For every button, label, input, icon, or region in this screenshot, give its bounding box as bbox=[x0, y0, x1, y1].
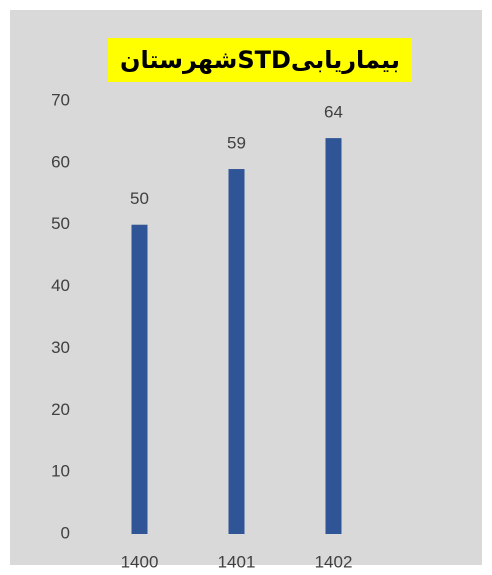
x-tick-label: 1402 bbox=[315, 552, 353, 571]
chart-title: بیماریابیSTDشهرستان bbox=[108, 38, 412, 82]
y-tick-label: 60 bbox=[51, 152, 70, 171]
y-tick-label: 20 bbox=[51, 400, 70, 419]
y-tick-label: 50 bbox=[51, 214, 70, 233]
data-label: 50 bbox=[130, 189, 149, 208]
x-tick-label: 1400 bbox=[121, 552, 159, 571]
bar bbox=[228, 169, 245, 535]
y-tick-label: 30 bbox=[51, 338, 70, 357]
bar bbox=[325, 138, 342, 534]
data-label: 59 bbox=[227, 134, 246, 153]
plot-background bbox=[10, 10, 482, 565]
bar bbox=[131, 224, 148, 534]
y-tick-label: 0 bbox=[61, 523, 70, 542]
y-tick-label: 10 bbox=[51, 462, 70, 481]
y-tick-label: 70 bbox=[51, 90, 70, 109]
x-tick-label: 1401 bbox=[218, 552, 256, 571]
data-label: 64 bbox=[324, 103, 343, 122]
y-tick-label: 40 bbox=[51, 276, 70, 295]
